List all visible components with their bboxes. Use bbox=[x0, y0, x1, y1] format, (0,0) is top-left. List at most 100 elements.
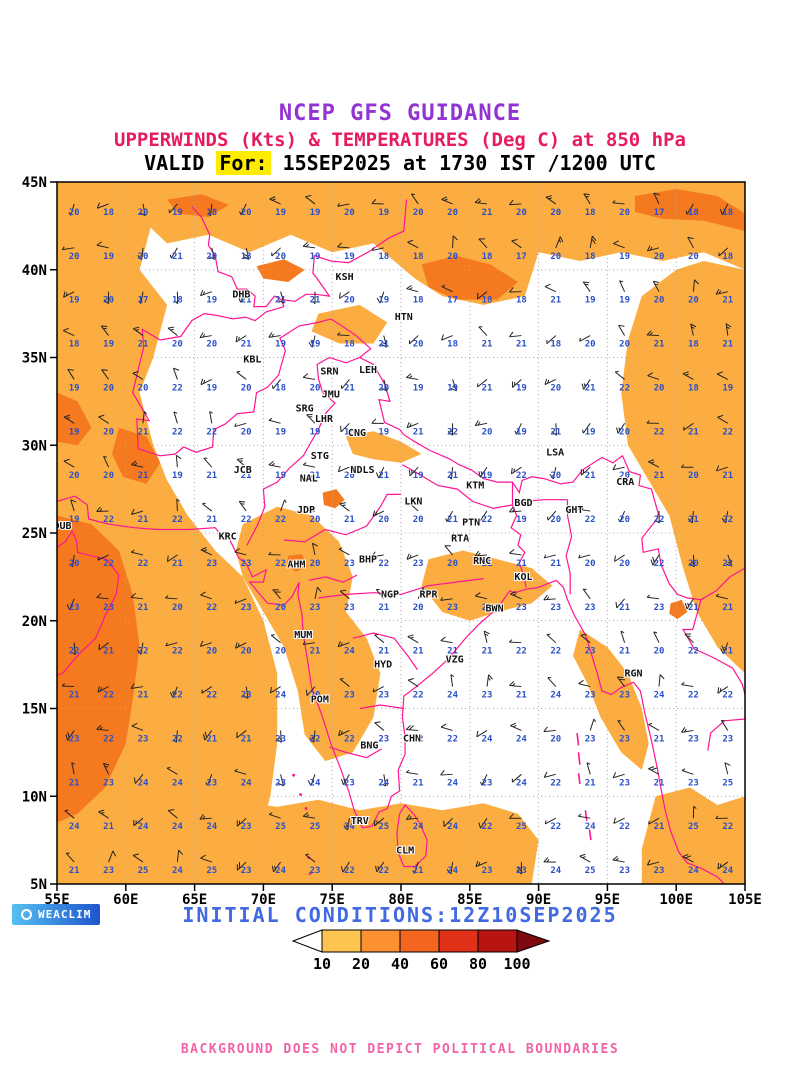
boundary-line bbox=[565, 499, 573, 595]
windspeed-fill-core bbox=[286, 554, 308, 572]
station-label: KBL bbox=[243, 354, 261, 365]
lon-tick-label: 70E bbox=[251, 892, 276, 908]
temperature-value: 21 bbox=[654, 822, 665, 832]
temperature-value: 22 bbox=[722, 515, 733, 525]
colorbar-label: 60 bbox=[430, 955, 448, 973]
temperature-value: 18 bbox=[447, 340, 458, 350]
station-label: NGP bbox=[381, 589, 399, 600]
wind-barb bbox=[374, 817, 385, 827]
temperature-value: 20 bbox=[550, 734, 561, 744]
temperature-value: 22 bbox=[344, 866, 355, 876]
temperature-value: 20 bbox=[103, 296, 114, 306]
temperature-value: 21 bbox=[654, 340, 665, 350]
temperature-value: 23 bbox=[654, 603, 665, 613]
wind-barb bbox=[240, 203, 247, 215]
temperature-value: 22 bbox=[447, 734, 458, 744]
temperature-value: 24 bbox=[138, 822, 149, 832]
temperature-value: 23 bbox=[654, 866, 665, 876]
temperature-value: 24 bbox=[310, 778, 321, 788]
wind-barb bbox=[314, 586, 318, 599]
station-label: CNG bbox=[348, 428, 366, 439]
island-chain bbox=[577, 752, 581, 765]
temperature-value: 19 bbox=[413, 383, 424, 393]
wind-barb bbox=[172, 686, 178, 698]
temperature-value: 21 bbox=[516, 691, 527, 701]
temperature-value: 24 bbox=[516, 734, 527, 744]
wind-barb bbox=[475, 554, 488, 557]
wind-barb bbox=[510, 593, 522, 600]
wind-barb bbox=[691, 511, 694, 524]
wind-barb bbox=[176, 850, 180, 863]
temperature-value: 20 bbox=[654, 296, 665, 306]
temperature-value: 23 bbox=[344, 559, 355, 569]
wind-barb bbox=[579, 335, 591, 342]
wind-barb bbox=[444, 545, 453, 556]
temperature-value: 19 bbox=[378, 427, 389, 437]
wind-barb bbox=[583, 193, 591, 205]
station-label: NAL bbox=[300, 474, 318, 485]
wind-barb bbox=[63, 330, 75, 337]
wind-barb bbox=[374, 722, 385, 731]
windspeed-fill-region bbox=[641, 787, 745, 884]
wind-barb bbox=[372, 247, 384, 252]
temperature-value: 22 bbox=[172, 734, 183, 744]
wind-barb bbox=[441, 286, 453, 293]
wind-barb bbox=[589, 718, 595, 731]
islands-layer bbox=[292, 733, 592, 875]
temperature-value: 23 bbox=[344, 691, 355, 701]
temperature-value: 22 bbox=[206, 427, 217, 437]
temperature-value: 25 bbox=[378, 822, 389, 832]
boundary-line bbox=[246, 318, 372, 546]
temperature-value: 23 bbox=[482, 778, 493, 788]
windspeed-fill-core bbox=[669, 599, 688, 619]
wind-barb bbox=[234, 551, 247, 556]
island-chain bbox=[584, 810, 588, 821]
boundary-line bbox=[191, 206, 285, 308]
wind-barb bbox=[69, 598, 75, 611]
temperature-value: 20 bbox=[241, 383, 252, 393]
wind-barb bbox=[305, 854, 316, 863]
temperature-value: 25 bbox=[275, 822, 286, 832]
temperature-value: 21 bbox=[722, 296, 733, 306]
wind-barb bbox=[339, 291, 350, 299]
wind-barb bbox=[142, 203, 146, 216]
wind-barb bbox=[167, 327, 178, 336]
wind-barb bbox=[648, 724, 660, 731]
station-label: KTM bbox=[466, 481, 484, 492]
wind-barb bbox=[306, 686, 316, 696]
lon-tick-label: 90E bbox=[526, 892, 551, 908]
temperature-value: 20 bbox=[378, 383, 389, 393]
colorbar-segment bbox=[360, 929, 401, 953]
temperature-value: 21 bbox=[516, 559, 527, 569]
wind-barb bbox=[580, 634, 591, 644]
temperature-value: 21 bbox=[688, 603, 699, 613]
wind-barb bbox=[440, 773, 453, 776]
temperature-value: 24 bbox=[172, 822, 183, 832]
wind-barb bbox=[686, 203, 694, 215]
wind-barb bbox=[582, 588, 591, 600]
wind-barb bbox=[305, 196, 316, 205]
wind-barb bbox=[720, 720, 729, 731]
wind-barb bbox=[372, 510, 385, 517]
temperature-value: 22 bbox=[275, 515, 286, 525]
temperature-value: 22 bbox=[103, 515, 114, 525]
wind-barb bbox=[280, 774, 284, 787]
temperature-value: 21 bbox=[241, 471, 252, 481]
wind-barb bbox=[62, 685, 75, 688]
wind-barb bbox=[201, 686, 213, 694]
temperature-value: 21 bbox=[103, 822, 114, 832]
wind-barb bbox=[722, 642, 729, 655]
temperature-value: 22 bbox=[482, 515, 493, 525]
wind-barb bbox=[383, 379, 388, 392]
station-label: MUM bbox=[294, 630, 312, 641]
temperature-value: 18 bbox=[378, 252, 389, 262]
valid-highlight: For: bbox=[216, 151, 271, 175]
wind-barb bbox=[313, 730, 316, 743]
wind-barb bbox=[555, 423, 557, 436]
temperature-value: 20 bbox=[344, 296, 355, 306]
temperature-value: 18 bbox=[722, 252, 733, 262]
boundary-line bbox=[57, 529, 120, 676]
temperature-value: 21 bbox=[172, 252, 183, 262]
temperature-value: 22 bbox=[206, 691, 217, 701]
